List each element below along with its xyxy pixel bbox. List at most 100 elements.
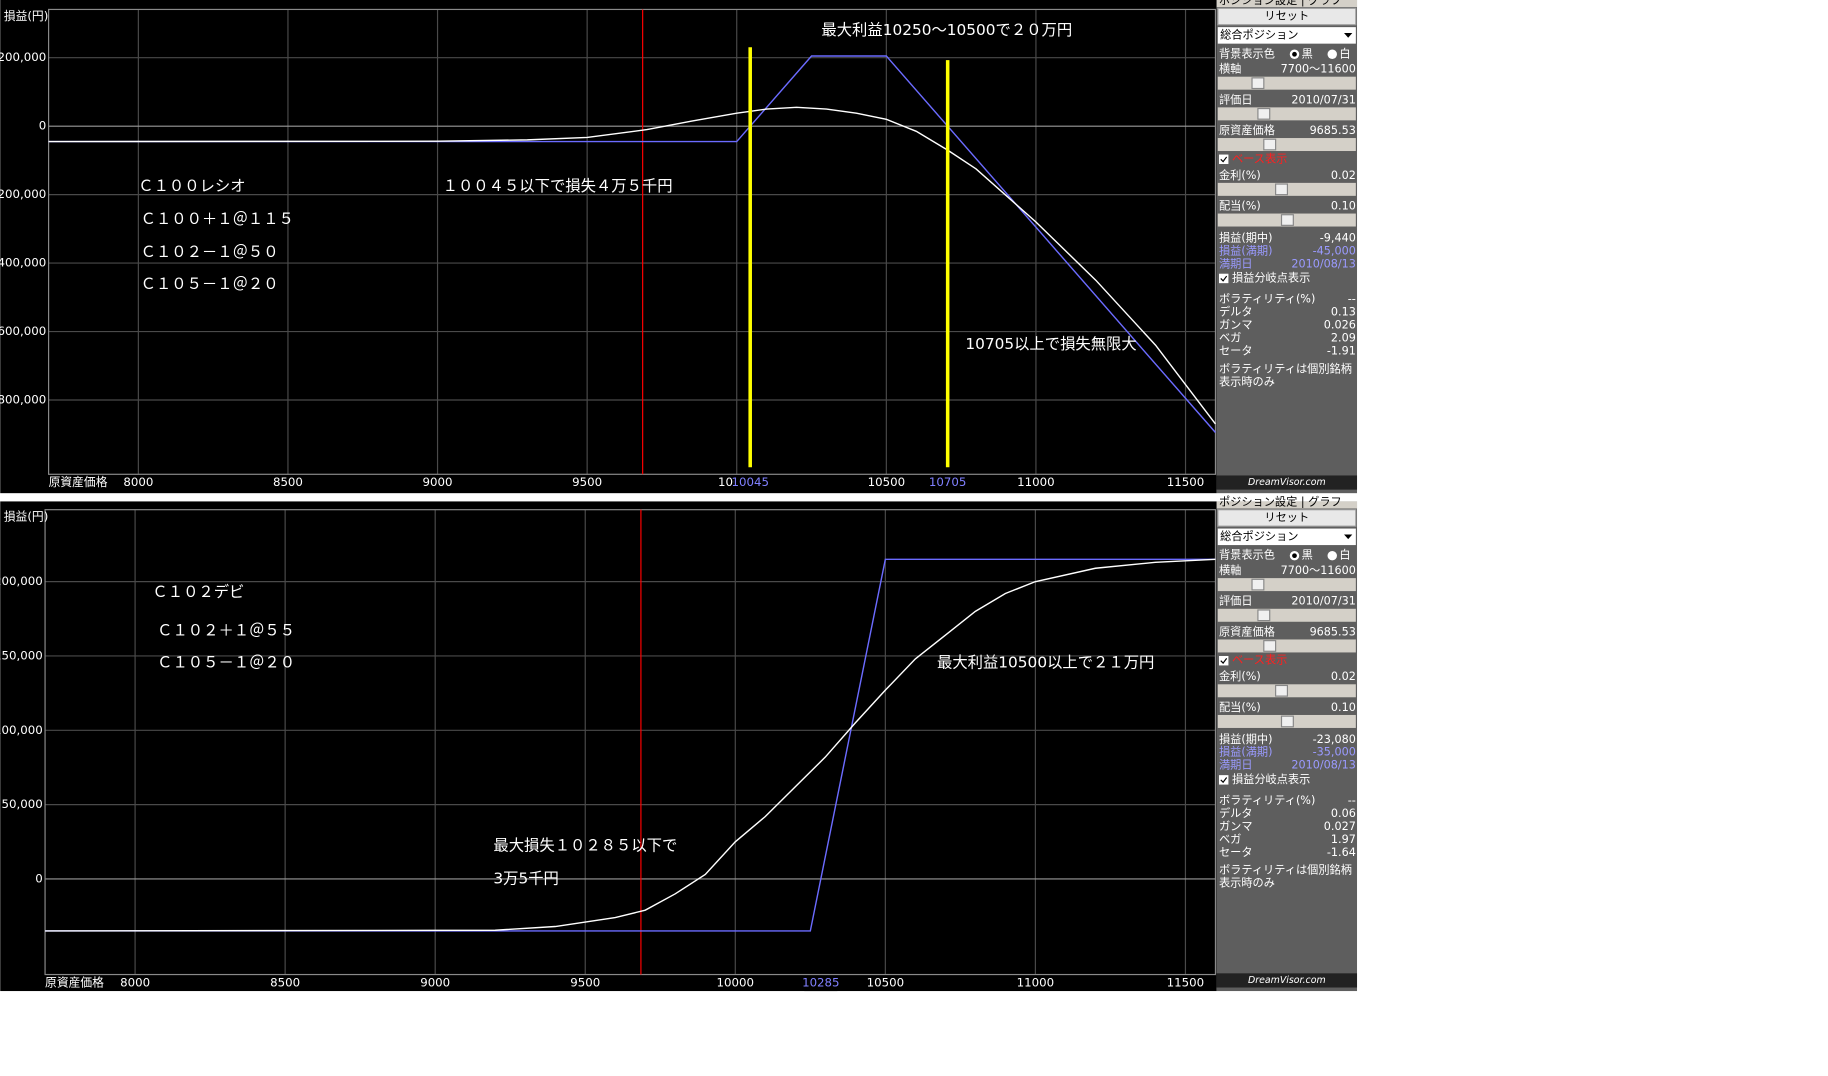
panel-label: セータ <box>1219 345 1253 358</box>
panel-label: 満期日 <box>1219 759 1253 772</box>
panel-value: 0.02 <box>1331 670 1356 683</box>
panel-value: 2010/07/31 <box>1291 93 1355 106</box>
radio-dot <box>1292 51 1297 57</box>
y-tick-label: 50,000 <box>1 797 42 811</box>
panel-value: -9,440 <box>1320 231 1356 244</box>
checkbox[interactable] <box>1218 154 1229 164</box>
x-tick-label: 10500 <box>867 975 904 989</box>
y-tick-label: -400,000 <box>0 256 46 270</box>
slider-thumb[interactable] <box>1263 138 1277 151</box>
slider-thumb[interactable] <box>1280 715 1294 728</box>
breakeven-label-bg <box>931 476 965 491</box>
annotation: １００４５以下で損失４万５千円 <box>443 177 673 195</box>
panel-value: -- <box>1348 293 1356 306</box>
panel-label: 横軸 <box>1219 563 1241 577</box>
payoff-line <box>48 55 1216 433</box>
panel-label: 損益分岐点表示 <box>1232 270 1310 284</box>
radio-white-label: 白 <box>1339 46 1350 60</box>
breakeven-label: 10045 <box>731 475 768 489</box>
slider-thumb[interactable] <box>1263 640 1277 652</box>
checkbox[interactable] <box>1218 273 1229 284</box>
radio-white[interactable] <box>1327 550 1337 561</box>
panel-value: 7700～11600 <box>1281 63 1356 76</box>
payoff-line <box>48 106 1217 425</box>
breakeven-label-bg <box>733 476 767 491</box>
panel-label: 表示時のみ <box>1219 876 1275 890</box>
panel-value: 7700～11600 <box>1281 564 1356 577</box>
reset-button[interactable] <box>1217 7 1357 26</box>
checkbox[interactable] <box>1218 655 1229 666</box>
brand-bar <box>1216 973 1358 988</box>
panel-value: 0.026 <box>1324 319 1356 332</box>
panel-label: 金利(%) <box>1219 168 1261 182</box>
reset-label[interactable]: リセット <box>1264 511 1309 524</box>
panel-tab <box>1216 501 1358 509</box>
slider-track[interactable] <box>1217 639 1356 653</box>
y-tick-label: 0 <box>35 871 43 885</box>
plot-frame <box>48 8 1217 475</box>
reset-button[interactable] <box>1217 509 1357 527</box>
panel-value: 0.027 <box>1324 820 1356 833</box>
y-tick-label: 100,000 <box>0 723 43 737</box>
y-axis-label: 損益(円) <box>4 509 49 523</box>
panel-label: セータ <box>1219 846 1253 859</box>
chart-background <box>0 501 1217 992</box>
panel-value: 0.06 <box>1331 807 1356 820</box>
panel-label: 配当(%) <box>1219 700 1261 714</box>
slider-track[interactable] <box>1217 107 1356 121</box>
plot-frame <box>44 509 1217 976</box>
panel-value: 0.13 <box>1331 306 1356 319</box>
checkbox[interactable] <box>1218 775 1229 785</box>
x-tick-label: 8500 <box>270 975 300 989</box>
panel-label: 原資産価格 <box>1219 624 1275 638</box>
slider-track[interactable] <box>1217 608 1356 622</box>
panel-value: -45,000 <box>1313 244 1356 257</box>
panel-label: 損益(期中) <box>1219 230 1272 244</box>
annotation: 最大利益10500以上で２１万円 <box>937 654 1154 672</box>
panel-value: 0.10 <box>1331 701 1356 714</box>
x-tick-label: 9000 <box>420 975 450 989</box>
panel-label: 横軸 <box>1219 62 1241 76</box>
panel-label: デルタ <box>1219 305 1253 319</box>
x-tick-label: 10500 <box>868 475 905 489</box>
reset-label[interactable]: リセット <box>1264 10 1309 23</box>
panel-value: 1.97 <box>1331 833 1356 846</box>
x-axis-label: 原資産価格 <box>45 975 104 989</box>
slider-thumb[interactable] <box>1251 578 1265 591</box>
annotation: Ｃ１０５－１＠２０ <box>157 654 295 672</box>
panel-value: -23,080 <box>1313 733 1356 746</box>
slider-thumb[interactable] <box>1275 183 1289 196</box>
slider-thumb[interactable] <box>1257 107 1271 120</box>
panel-label: ベガ <box>1219 332 1241 345</box>
slider-thumb[interactable] <box>1280 214 1294 226</box>
panel-label: ガンマ <box>1219 820 1253 833</box>
x-axis-label: 原資産価格 <box>49 475 108 489</box>
annotation: Ｃ１０２デビ <box>152 583 244 601</box>
panel-label: 損益(期中) <box>1219 732 1272 746</box>
panel-value: 2010/07/31 <box>1291 595 1355 608</box>
slider-thumb[interactable] <box>1257 609 1271 622</box>
slider-track[interactable] <box>1217 76 1356 90</box>
panel-label: ベース表示 <box>1232 653 1287 667</box>
x-tick-label: 11000 <box>1017 975 1054 989</box>
slider-thumb[interactable] <box>1251 77 1265 90</box>
radio-white[interactable] <box>1327 49 1337 59</box>
slider-track[interactable] <box>1217 138 1356 152</box>
panel-label: ボラティリティ(%) <box>1219 794 1315 807</box>
annotation: Ｃ１００＋１＠１１５ <box>141 210 294 228</box>
position-select[interactable] <box>1217 27 1356 44</box>
slider-track[interactable] <box>1217 578 1356 592</box>
x-tick-label: 11500 <box>1167 475 1204 489</box>
panel-label: ガンマ <box>1219 319 1253 332</box>
x-tick-label: 11000 <box>1017 475 1054 489</box>
panel-tab <box>1216 0 1358 8</box>
panel-value: 2010/08/13 <box>1291 257 1355 270</box>
panel-label: ボラティリティは個別銘柄 <box>1219 361 1352 375</box>
panel-value: 0.02 <box>1331 169 1356 182</box>
slider-thumb[interactable] <box>1275 684 1289 697</box>
position-select[interactable] <box>1217 528 1356 546</box>
radio-black-label: 黒 <box>1302 549 1313 562</box>
panel-label: 満期日 <box>1219 257 1253 270</box>
